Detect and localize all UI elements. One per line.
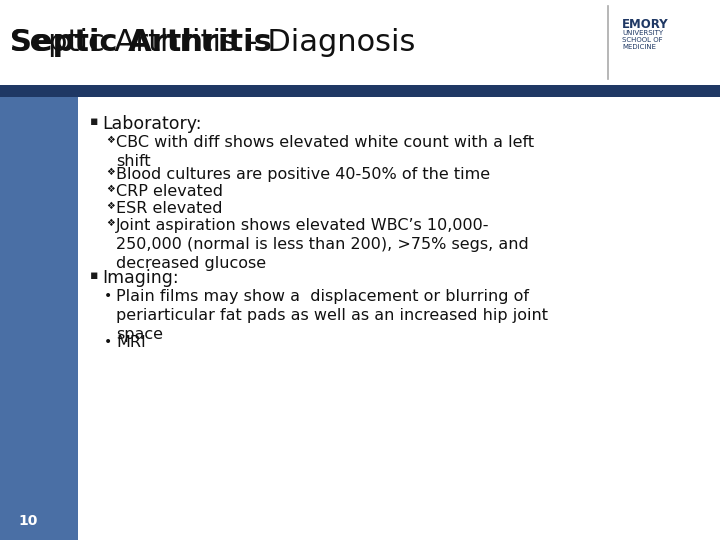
Text: ▪: ▪ bbox=[90, 115, 99, 128]
Text: Laboratory:: Laboratory: bbox=[102, 115, 202, 133]
Text: ❖: ❖ bbox=[106, 135, 114, 145]
Text: Plain films may show a  displacement or blurring of
periarticular fat pads as we: Plain films may show a displacement or b… bbox=[116, 288, 548, 342]
Text: Joint aspiration shows elevated WBC’s 10,000-
250,000 (normal is less than 200),: Joint aspiration shows elevated WBC’s 10… bbox=[116, 218, 528, 271]
Text: CBC with diff shows elevated white count with a left
shift: CBC with diff shows elevated white count… bbox=[116, 135, 534, 169]
Bar bbox=[0, 85, 720, 97]
Text: ESR elevated: ESR elevated bbox=[116, 201, 222, 216]
Text: Blood cultures are positive 40-50% of the time: Blood cultures are positive 40-50% of th… bbox=[116, 167, 490, 182]
Text: ▪: ▪ bbox=[90, 268, 99, 281]
Text: ❖: ❖ bbox=[106, 184, 114, 194]
Text: SCHOOL OF: SCHOOL OF bbox=[622, 37, 662, 43]
Text: ❖: ❖ bbox=[106, 218, 114, 228]
Text: MRI: MRI bbox=[116, 335, 145, 350]
Text: MEDICINE: MEDICINE bbox=[622, 44, 656, 50]
Text: EMORY: EMORY bbox=[622, 18, 669, 31]
Bar bbox=[0, 97, 78, 540]
Text: ❖: ❖ bbox=[106, 201, 114, 211]
Text: Imaging:: Imaging: bbox=[102, 268, 179, 287]
Text: •: • bbox=[104, 288, 112, 302]
Text: CRP elevated: CRP elevated bbox=[116, 184, 223, 199]
Text: ❖: ❖ bbox=[106, 167, 114, 177]
Text: Septic Arthritis - Diagnosis: Septic Arthritis - Diagnosis bbox=[10, 28, 415, 57]
Text: UNIVERSITY: UNIVERSITY bbox=[622, 30, 663, 36]
Text: 10: 10 bbox=[18, 514, 37, 528]
Text: •: • bbox=[104, 335, 112, 349]
Text: Septic Arthritis: Septic Arthritis bbox=[10, 28, 272, 57]
Bar bbox=[0, 0, 720, 85]
